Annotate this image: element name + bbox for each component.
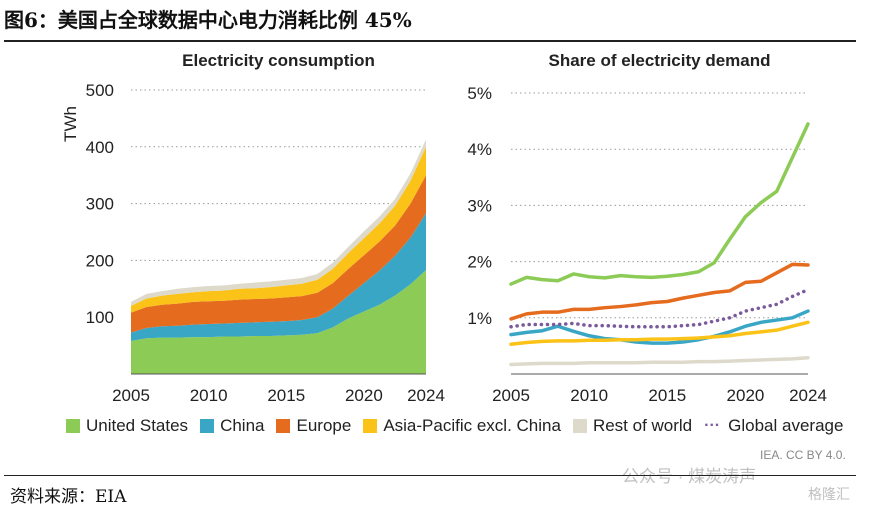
- area-europe: [131, 175, 426, 333]
- consumption-xtick-label: 2010: [190, 386, 228, 405]
- legend-swatch: [276, 419, 291, 433]
- legend: United States China Europe Asia-Pacific exc…: [66, 414, 855, 438]
- source-note: 资料来源：EIA: [10, 487, 127, 507]
- line-global-average: [509, 287, 810, 329]
- legend-item-rest-of-world: Rest of world: [572, 416, 693, 436]
- legend-label: Global average: [728, 416, 844, 435]
- legend-label: United States: [86, 416, 189, 435]
- legend-swatch: [200, 419, 215, 433]
- consumption-xtick-label: 2015: [267, 386, 305, 405]
- license-credit: IEA. CC BY 4.0.: [760, 448, 846, 462]
- share-ytick-label: 5%: [467, 84, 492, 103]
- line-rest-of-world: [509, 355, 810, 367]
- share-xtick-label: 2015: [648, 386, 686, 405]
- legend-item-asia-pacific-excl-china: Asia-Pacific excl. China: [363, 416, 561, 436]
- legend-item-europe: Europe: [276, 416, 351, 436]
- line-asia-pacific-excl-china: [509, 320, 810, 346]
- consumption-ytick-label: 500: [86, 81, 114, 100]
- share-title: Share of electricity demand: [548, 51, 770, 70]
- share-xtick-label: 2024: [789, 386, 827, 405]
- consumption-ytick-label: 300: [86, 195, 114, 214]
- legend-item-global-average: ··· Global average: [704, 416, 843, 436]
- legend-label: Europe: [296, 416, 352, 435]
- share-xtick-label: 2005: [492, 386, 530, 405]
- consumption-y-axis-label: TWh: [61, 106, 80, 142]
- consumption-title: Electricity consumption: [182, 51, 375, 70]
- figure-title: 图6：美国占全球数据中心电力消耗比例 45%: [4, 8, 412, 32]
- area-united-states: [131, 270, 426, 374]
- legend-label: China: [220, 416, 265, 435]
- consumption-xtick-label: 2005: [112, 386, 150, 405]
- legend-swatch: [363, 419, 378, 433]
- line-europe: [509, 262, 810, 321]
- share-ytick-label: 2%: [467, 253, 492, 272]
- share-xtick-label: 2010: [570, 386, 608, 405]
- area-china: [131, 213, 426, 342]
- consumption-ytick-label: 200: [86, 251, 114, 270]
- share-ytick-label: 3%: [467, 196, 492, 215]
- legend-swatch: [66, 419, 80, 433]
- footer-rule: [4, 475, 856, 476]
- area-asia-pacific-excl-china: [131, 146, 426, 313]
- share-ytick-label: 4%: [467, 140, 492, 159]
- legend-item-china: China: [200, 416, 264, 436]
- share-xtick-label: 2020: [727, 386, 765, 405]
- consumption-ytick-label: 400: [86, 138, 114, 157]
- watermark-text: 公众号 · 煤炭涛声: [622, 467, 757, 486]
- legend-item-united-states: United States: [66, 416, 188, 436]
- title-rule: [4, 40, 856, 42]
- legend-dotted-marker: ···: [704, 417, 721, 434]
- share-ytick-label: 1%: [467, 309, 492, 328]
- legend-label: Rest of world: [592, 416, 693, 435]
- consumption-ytick-label: 100: [86, 308, 114, 327]
- line-china: [509, 309, 810, 345]
- share-of-demand-chart: Share of electricity demand 1% 2% 3% 4% 5% 200…: [467, 51, 827, 405]
- consumption-xtick-label: 2024: [407, 386, 445, 405]
- watermark-logo-text: 格隆汇: [808, 486, 850, 502]
- electricity-consumption-chart: Electricity consumption 100 200 300 400 500 20…: [61, 51, 445, 405]
- legend-label: Asia-Pacific excl. China: [383, 416, 561, 435]
- consumption-xtick-label: 2020: [345, 386, 383, 405]
- line-united-states: [509, 122, 810, 286]
- legend-swatch: [572, 419, 587, 433]
